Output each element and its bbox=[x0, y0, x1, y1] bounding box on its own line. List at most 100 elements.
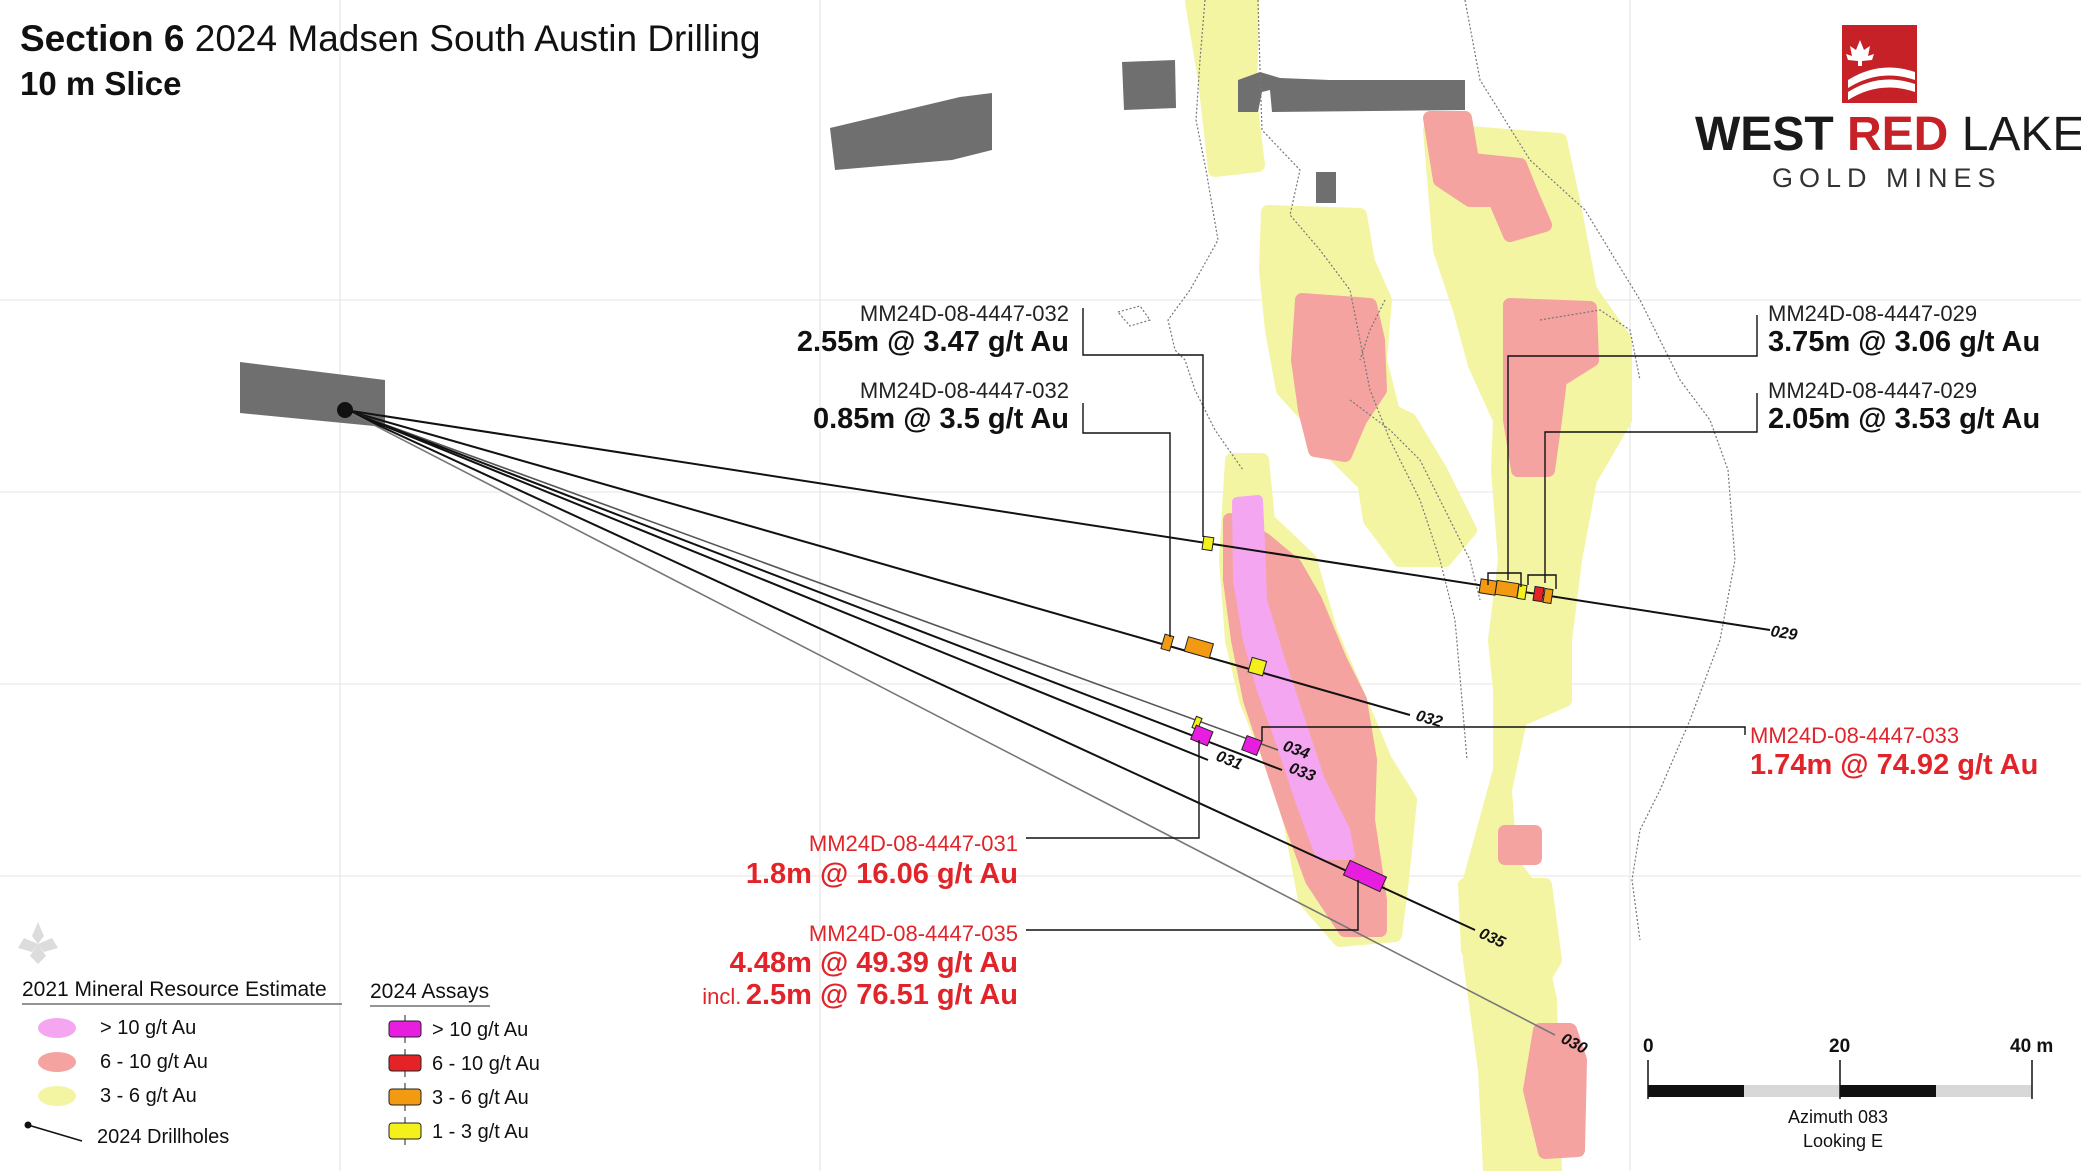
callout-031-hole: MM24D-08-4447-031 bbox=[808, 831, 1018, 856]
scale-tick-40: 40 m bbox=[2010, 1036, 2054, 1057]
company-logo-mark bbox=[1842, 25, 1917, 103]
assay-029-orange-2 bbox=[1494, 579, 1520, 599]
leader-029-b bbox=[1544, 393, 1758, 583]
drillhole-traces bbox=[344, 409, 1771, 1036]
bracket-029-a bbox=[1487, 572, 1522, 587]
title-description: 2024 Madsen South Austin Drilling bbox=[194, 18, 761, 59]
drillhole-032-trace bbox=[344, 409, 1411, 716]
slice-subtitle: 10 m Slice bbox=[20, 65, 182, 102]
callout-035-incl: incl. 2.5m @ 76.51 g/t Au bbox=[702, 979, 1018, 1012]
resource-6-10-north-east bbox=[1423, 111, 1552, 242]
legend-assay-gt10-swatch bbox=[388, 1020, 422, 1038]
callout-032-b-value: 0.85m @ 3.5 g/t Au bbox=[812, 403, 1069, 435]
assay-intervals bbox=[1160, 535, 1554, 893]
callout-031-value: 1.8m @ 16.06 g/t Au bbox=[745, 858, 1018, 890]
callout-032-a-hole: MM24D-08-4447-032 bbox=[859, 301, 1069, 326]
bracket-029-b bbox=[1527, 574, 1557, 589]
title-section: Section 6 bbox=[20, 18, 185, 59]
scale-azimuth: Azimuth 083 bbox=[1788, 1107, 1889, 1127]
callout-032-b-hole: MM24D-08-4447-032 bbox=[859, 378, 1069, 403]
callout-029-a-value: 3.75m @ 3.06 g/t Au bbox=[1768, 326, 2041, 358]
hole-label-029: 029 bbox=[1769, 623, 1798, 644]
legend-mre-gt10-swatch bbox=[38, 1018, 76, 1038]
working-top-west bbox=[1122, 60, 1176, 110]
working-small bbox=[1316, 172, 1336, 203]
legend-mre-gt10-label: > 10 g/t Au bbox=[100, 1017, 197, 1039]
leader-032-b bbox=[1082, 403, 1171, 637]
legend-mre-3-6-swatch bbox=[38, 1086, 76, 1106]
leader-031 bbox=[1026, 740, 1200, 839]
working-northwest bbox=[830, 93, 992, 170]
drillhole-031-trace bbox=[344, 409, 1209, 761]
drillhole-029-trace bbox=[344, 409, 1771, 631]
leader-033 bbox=[1261, 726, 1746, 741]
callout-029-b-hole: MM24D-08-4447-029 bbox=[1768, 378, 1978, 403]
drillhole-033-trace bbox=[344, 409, 1283, 771]
leader-029-a bbox=[1507, 315, 1758, 580]
assay-029-red bbox=[1532, 585, 1545, 603]
assay-032-orange-2 bbox=[1183, 636, 1215, 659]
working-top-east bbox=[1238, 72, 1465, 112]
leader-035 bbox=[1026, 880, 1359, 931]
page-title: Section 6 2024 Madsen South Austin Drill… bbox=[20, 18, 760, 60]
callout-035-incl-prefix: incl. bbox=[702, 984, 742, 1009]
legend-assay-1-3-label: 1 - 3 g/t Au bbox=[432, 1121, 529, 1143]
assay-035-magenta bbox=[1342, 859, 1388, 893]
logo-word-lake: LAKE bbox=[1961, 108, 2081, 161]
drillhole-030-trace bbox=[344, 409, 1556, 1036]
legend-drillholes-label: 2024 Drillholes bbox=[97, 1126, 230, 1148]
scale-tick-0: 0 bbox=[1643, 1036, 1654, 1057]
resource-6-10-small-east bbox=[1498, 825, 1542, 865]
callout-035-value: 4.48m @ 49.39 g/t Au bbox=[729, 947, 1018, 979]
legend-mre-6-10-label: 6 - 10 g/t Au bbox=[100, 1051, 208, 1073]
scale-tick-20: 20 bbox=[1829, 1036, 1851, 1057]
legend-assay-3-6-swatch bbox=[388, 1088, 422, 1106]
logo-word-west: WEST bbox=[1695, 108, 1834, 161]
legend-assay-6-10-label: 6 - 10 g/t Au bbox=[432, 1053, 540, 1075]
legend-assay-1-3-swatch bbox=[388, 1122, 422, 1140]
drillhole-034-trace bbox=[344, 409, 1279, 751]
geology-contacts bbox=[1116, 0, 1736, 941]
assay-032-orange-1 bbox=[1160, 633, 1175, 652]
assay-029-yellow bbox=[1201, 535, 1215, 552]
legend-drillhole-swatch bbox=[27, 1124, 83, 1142]
callout-029-b-value: 2.05m @ 3.53 g/t Au bbox=[1768, 403, 2041, 435]
legend-mre-3-6-label: 3 - 6 g/t Au bbox=[100, 1085, 197, 1107]
legend-assay-gt10-label: > 10 g/t Au bbox=[432, 1019, 529, 1041]
callout-033-value: 1.74m @ 74.92 g/t Au bbox=[1750, 749, 2039, 781]
callout-035-hole: MM24D-08-4447-035 bbox=[808, 921, 1018, 946]
assay-029-orange-3 bbox=[1542, 587, 1554, 605]
leader-032-a bbox=[1082, 308, 1204, 537]
resource-6-10-south-east bbox=[1523, 1023, 1587, 1159]
legend-assay-3-6-label: 3 - 6 g/t Au bbox=[432, 1087, 529, 1109]
assay-032-yellow bbox=[1247, 656, 1268, 677]
company-logo: WEST RED LAKE bbox=[1695, 107, 2081, 162]
legend-assays-title: 2024 Assays bbox=[370, 980, 490, 1003]
legend-swatches bbox=[22, 1003, 490, 1145]
north-arrow-icon bbox=[18, 922, 58, 964]
assay-029-yellow-2 bbox=[1516, 583, 1528, 601]
assay-033-magenta bbox=[1241, 734, 1263, 756]
legend-assay-6-10-swatch bbox=[388, 1054, 422, 1072]
hole-label-032: 032 bbox=[1414, 708, 1444, 732]
callout-leaders bbox=[1026, 308, 1758, 931]
callout-033-hole: MM24D-08-4447-033 bbox=[1750, 723, 1960, 748]
logo-gold-mines: GOLD MINES bbox=[1772, 163, 2002, 193]
callout-029-a-hole: MM24D-08-4447-029 bbox=[1768, 301, 1978, 326]
scale-bar-graphic bbox=[1647, 1060, 2033, 1099]
resource-3-6-lower-east bbox=[1458, 878, 1562, 1017]
drillhole-collar bbox=[337, 402, 353, 418]
callout-035-incl-value: 2.5m @ 76.51 g/t Au bbox=[745, 979, 1018, 1011]
resource-3-6-north-strip bbox=[1185, 0, 1265, 177]
legend-mre-title: 2021 Mineral Resource Estimate bbox=[22, 978, 327, 1001]
drillhole-035-trace bbox=[344, 409, 1476, 931]
logo-word-red: RED bbox=[1847, 108, 1949, 161]
resource-3-6-central-body bbox=[1343, 383, 1477, 567]
hole-label-031: 031 bbox=[1214, 748, 1245, 774]
resource-6-10-east bbox=[1503, 298, 1599, 477]
callout-032-a-value: 2.55m @ 3.47 g/t Au bbox=[796, 326, 1069, 358]
legend-mre-6-10-swatch bbox=[38, 1052, 76, 1072]
